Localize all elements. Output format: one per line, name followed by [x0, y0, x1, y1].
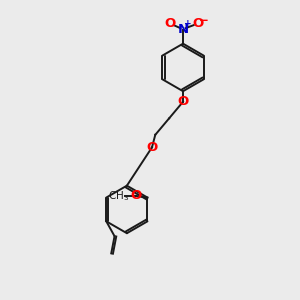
- Text: O: O: [177, 95, 189, 108]
- Text: O: O: [164, 17, 176, 30]
- Text: O: O: [192, 17, 203, 30]
- Text: −: −: [199, 14, 209, 27]
- Text: O: O: [130, 189, 142, 203]
- Text: +: +: [184, 19, 192, 28]
- Text: CH$_3$: CH$_3$: [108, 189, 129, 203]
- Text: O: O: [146, 141, 158, 154]
- Text: N: N: [178, 23, 189, 36]
